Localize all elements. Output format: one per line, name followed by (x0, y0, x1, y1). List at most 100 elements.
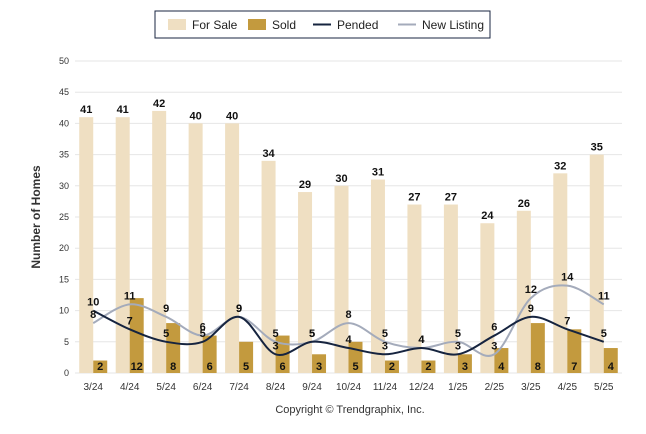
for-sale-bar (188, 123, 203, 374)
new-listing-data-label: 9 (236, 303, 242, 315)
sold-bar (129, 298, 144, 373)
for-sale-bar (152, 110, 167, 374)
pended-data-label: 3 (382, 340, 388, 352)
pended-data-label: 10 (87, 297, 99, 309)
new-listing-data-label: 11 (598, 290, 610, 302)
new-listing-data-label: 5 (382, 328, 388, 340)
new-listing-data-label: 9 (163, 303, 169, 315)
copyright: Copyright © Trendgraphix, Inc. (275, 404, 424, 416)
x-tick-label: 1/25 (448, 382, 468, 393)
sold-bar (384, 360, 399, 373)
pended-data-label: 4 (345, 334, 352, 346)
pended-line (92, 309, 605, 356)
for-sale-bar (79, 117, 94, 373)
x-tick-label: 7/24 (229, 382, 249, 393)
sold-data-label: 4 (498, 361, 505, 373)
new-listing-data-label: 8 (90, 309, 96, 321)
pended-data-label: 4 (418, 334, 425, 346)
sold-bar (530, 323, 545, 373)
for-sale-data-label: 32 (554, 160, 566, 172)
for-sale-data-label: 30 (335, 173, 347, 185)
for-sale-bar (480, 223, 495, 373)
y-tick-label: 5 (64, 337, 69, 347)
legend-label-for-sale: For Sale (192, 18, 238, 32)
sold-bar (312, 354, 327, 373)
legend: For Sale Sold Pended New Listing (154, 10, 491, 39)
new-listing-data-label: 5 (309, 328, 315, 340)
pended-data-label: 7 (127, 315, 133, 327)
for-sale-data-label: 31 (372, 167, 384, 179)
new-listing-data-label: 5 (455, 328, 461, 340)
sold-bar (202, 335, 217, 373)
sold-bar (603, 348, 618, 373)
sold-bar (457, 354, 472, 373)
for-sale-bar (589, 154, 604, 373)
sold-data-label: 3 (316, 361, 322, 373)
legend-swatch-for-sale (168, 19, 186, 30)
x-tick-label: 11/24 (373, 382, 398, 393)
for-sale-bar (443, 204, 458, 373)
for-sale-bar (407, 204, 422, 373)
y-tick-label: 15 (59, 274, 69, 284)
for-sale-data-label: 35 (591, 142, 603, 154)
x-tick-label: 12/24 (409, 382, 434, 393)
pended-data-label: 6 (491, 322, 497, 334)
for-sale-data-label: 40 (190, 110, 202, 122)
sold-data-label: 5 (243, 361, 249, 373)
x-tick-label: 3/25 (521, 382, 541, 393)
for-sale-data-label: 27 (408, 192, 420, 204)
pended-data-label: 5 (163, 328, 169, 340)
sold-bar (494, 348, 509, 373)
sold-data-label: 8 (170, 361, 176, 373)
for-sale-data-label: 27 (445, 192, 457, 204)
for-sale-bar (553, 173, 568, 373)
for-sale-bar (298, 192, 313, 373)
sold-data-label: 3 (462, 361, 468, 373)
sold-data-label: 7 (571, 361, 577, 373)
new-listing-data-label: 8 (345, 309, 351, 321)
pended-data-label: 3 (455, 340, 461, 352)
sold-data-label: 5 (352, 361, 358, 373)
new-listing-data-label: 11 (124, 290, 136, 302)
sold-data-label: 2 (97, 361, 103, 373)
sold-bar (239, 341, 254, 373)
pended-data-label: 7 (564, 315, 570, 327)
for-sale-data-label: 42 (153, 98, 165, 110)
pended-data-label: 5 (601, 328, 607, 340)
x-tick-label: 4/25 (558, 382, 578, 393)
for-sale-bar (225, 123, 240, 374)
new-listing-data-label: 3 (491, 340, 497, 352)
new-listing-data-label: 12 (525, 284, 537, 296)
sold-data-label: 12 (131, 361, 143, 373)
new-listing-data-label: 5 (273, 328, 279, 340)
sold-data-label: 6 (207, 361, 213, 373)
x-tick-label: 8/24 (266, 382, 286, 393)
pended-data-label: 3 (273, 340, 279, 352)
legend-label-new-listing: New Listing (422, 18, 484, 32)
x-tick-label: 4/24 (120, 382, 140, 393)
pended-data-label: 5 (309, 328, 315, 340)
x-tick-label: 3/24 (83, 382, 103, 393)
sold-bar (567, 329, 582, 373)
for-sale-bar (115, 117, 130, 373)
for-sale-data-label: 34 (262, 148, 275, 160)
sold-data-label: 6 (280, 361, 286, 373)
for-sale-data-label: 41 (80, 104, 92, 116)
y-tick-label: 0 (64, 368, 69, 378)
new-listing-line (92, 284, 605, 357)
y-axis-label: Number of Homes (29, 165, 43, 269)
for-sale-data-label: 26 (518, 198, 530, 210)
sold-bar (93, 360, 108, 373)
x-tick-label: 10/24 (336, 382, 361, 393)
for-sale-data-label: 41 (117, 104, 129, 116)
for-sale-bar (516, 210, 531, 373)
pended-data-label: 9 (528, 303, 534, 315)
legend-swatch-sold (248, 19, 266, 30)
y-tick-label: 35 (59, 150, 69, 160)
new-listing-data-label: 6 (200, 322, 206, 334)
y-tick-label: 30 (59, 181, 69, 191)
for-sale-bar (261, 160, 276, 373)
x-tick-label: 5/25 (594, 382, 614, 393)
pended-data-label: 5 (200, 328, 206, 340)
sold-data-label: 4 (608, 361, 615, 373)
